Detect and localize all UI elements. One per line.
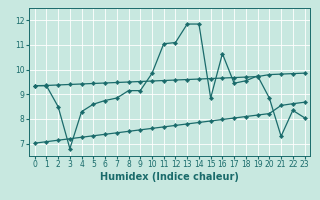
X-axis label: Humidex (Indice chaleur): Humidex (Indice chaleur): [100, 172, 239, 182]
